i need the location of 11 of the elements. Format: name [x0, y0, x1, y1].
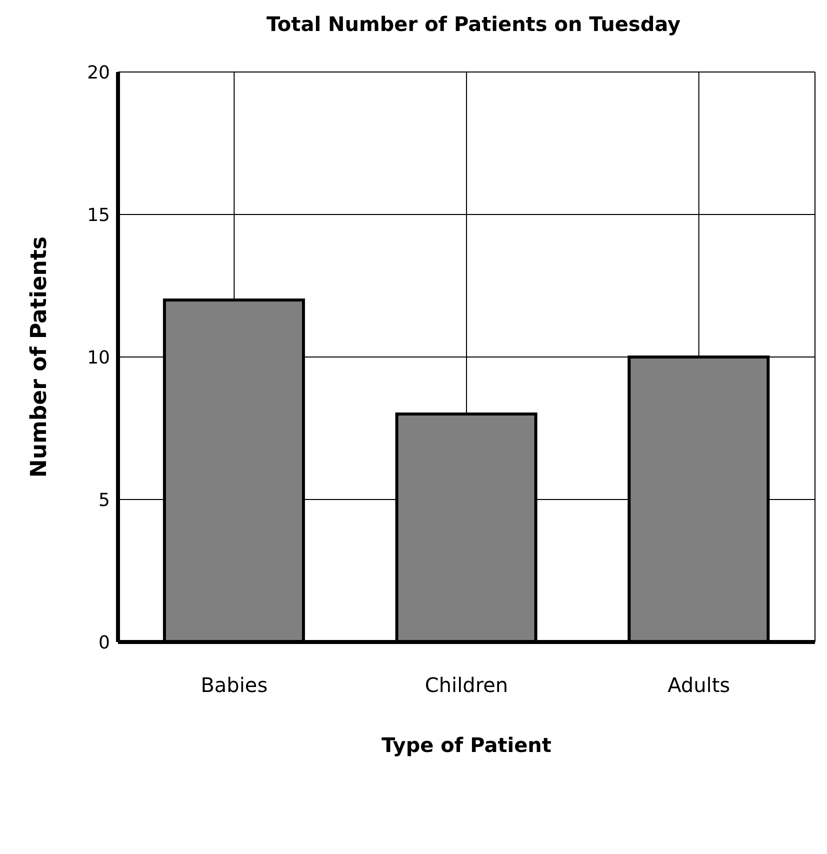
y-tick-label: 20: [87, 62, 110, 84]
chart-title: Total Number of Patients on Tuesday: [265, 12, 682, 38]
y-axis-title: Number of Patients: [26, 236, 52, 478]
x-axis-title: Type of Patient: [382, 733, 552, 757]
x-tick-label: Adults: [668, 673, 730, 698]
y-tick-label: 10: [87, 347, 110, 368]
x-tick-label: Babies: [200, 673, 268, 698]
y-tick-label: 15: [87, 204, 110, 226]
y-tick-label: 5: [98, 490, 110, 511]
y-tick-label: 0: [98, 632, 110, 654]
x-tick-label: Children: [424, 673, 508, 698]
